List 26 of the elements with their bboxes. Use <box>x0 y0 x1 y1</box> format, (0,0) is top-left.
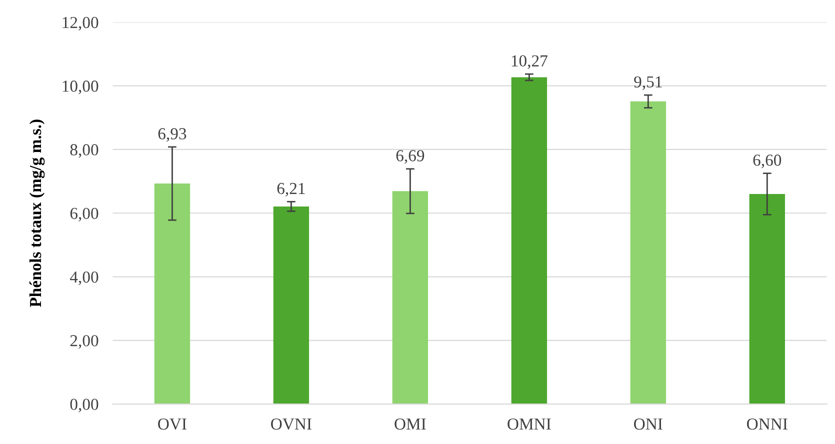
x-tick-label: OMNI <box>508 418 551 430</box>
x-tick-label: ONNI <box>747 418 788 430</box>
x-tick-label: OMI <box>394 418 426 430</box>
y-tick-label: 10,00 <box>62 80 98 94</box>
y-tick-label: 6,00 <box>70 208 98 222</box>
data-label: 9,51 <box>634 76 662 90</box>
data-label: 6,69 <box>396 150 424 164</box>
y-axis-title: Phénols totaux (mg/g m.s.) <box>29 120 45 308</box>
data-label: 6,21 <box>277 182 305 197</box>
bar <box>154 184 190 404</box>
x-tick-label: ONI <box>634 418 662 430</box>
x-tick-label: OVI <box>158 418 186 430</box>
bar <box>749 194 786 404</box>
y-tick-label: 8,00 <box>70 144 98 158</box>
data-label: 10,27 <box>512 55 548 69</box>
bar <box>511 77 548 404</box>
bar <box>392 191 428 404</box>
y-tick-label: 2,00 <box>70 335 98 349</box>
x-tick-label: OVNI <box>271 418 312 430</box>
y-tick-label: 4,00 <box>70 271 98 286</box>
y-tick-label: 0,00 <box>70 398 98 412</box>
data-label: 6,60 <box>753 154 782 168</box>
bar <box>273 206 310 404</box>
y-tick-label: 12,00 <box>62 16 98 31</box>
bar <box>630 101 666 404</box>
data-label: 6,93 <box>158 128 186 142</box>
